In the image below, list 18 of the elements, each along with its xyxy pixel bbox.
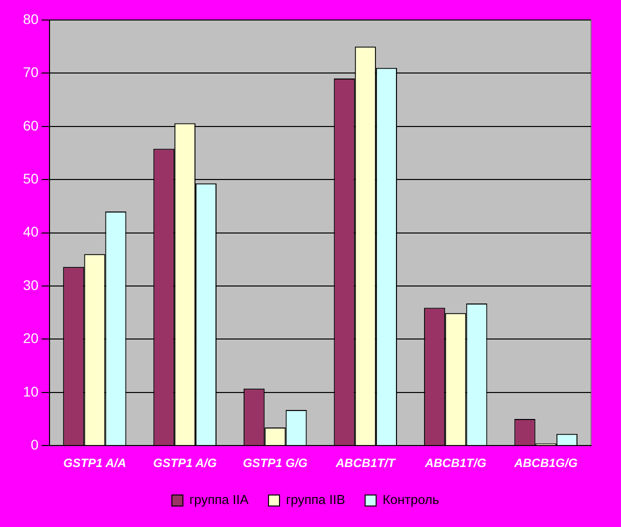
y-tick-label: 10 <box>22 383 39 400</box>
x-tick-label: GSTP1 G/G <box>242 456 308 470</box>
x-tick-label: ABCB1T/G <box>424 456 486 470</box>
x-tick-label: ABCB1T/T <box>334 456 397 470</box>
legend-label: Контроль <box>382 492 440 508</box>
y-tick-label: 80 <box>22 10 39 27</box>
legend-label: группа IIB <box>286 492 346 508</box>
y-tick-label: 50 <box>22 170 39 186</box>
x-tick-label: GSTP1 A/A <box>63 456 126 470</box>
y-tick-label: 60 <box>22 117 39 134</box>
y-tick-label: 40 <box>22 224 39 240</box>
y-tick-label: 70 <box>22 64 39 80</box>
x-tick-label: GSTP1 A/G <box>153 456 217 470</box>
legend-label: группа IIA <box>189 492 249 508</box>
y-tick-label: 0 <box>30 436 39 452</box>
y-tick-label: 20 <box>22 330 39 346</box>
y-tick-label: 30 <box>22 276 39 293</box>
x-tick-label: ABCB1G/G <box>513 456 578 470</box>
